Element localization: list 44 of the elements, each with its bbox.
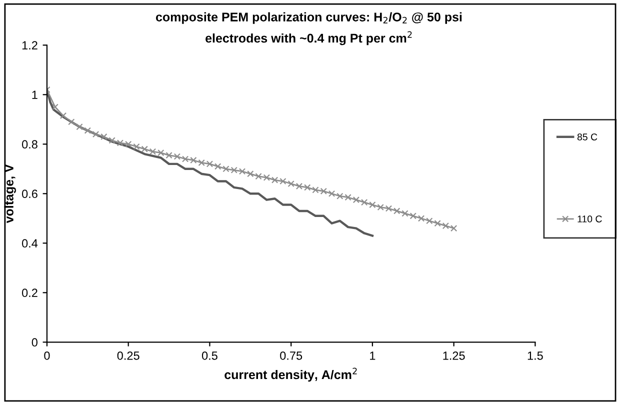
y-tick-label: 0 (32, 338, 38, 347)
point (288, 180, 294, 188)
x-tick-label: 0.75 (280, 351, 302, 360)
x-tick-label: 0 (44, 351, 50, 360)
legend-label: 85 C (577, 134, 598, 140)
y-tick-label: 1 (32, 90, 38, 99)
x-tick-label: 0.5 (202, 351, 218, 360)
point (442, 222, 450, 230)
y-tick-label: 0.2 (22, 288, 38, 298)
x-tick-label: 1.25 (443, 351, 465, 360)
point (68, 118, 75, 126)
point (141, 146, 148, 152)
point (410, 212, 416, 220)
x-tick-label: 0.25 (117, 351, 140, 360)
chart-subtitle: electrodes with ~0.4 mg Pt per cm$^{2}$ (206, 31, 412, 46)
point (60, 112, 67, 120)
y-tick-label: 1.2 (22, 41, 38, 50)
point (108, 137, 116, 144)
point (100, 133, 108, 140)
point (434, 220, 441, 227)
chart-title: composite PEM polarization curves: H$_{2}$/O$_{2}$ @ 50 psi (156, 12, 462, 24)
x-tick-label: 1.5 (528, 352, 543, 360)
point (360, 198, 368, 206)
point (450, 224, 458, 232)
point (426, 218, 433, 224)
point (369, 201, 376, 208)
point (214, 163, 222, 170)
point (133, 143, 140, 150)
point (247, 170, 254, 178)
y-tick-label: 0.6 (22, 190, 38, 198)
point (352, 196, 360, 204)
point (84, 127, 91, 134)
point (52, 104, 58, 110)
point (92, 130, 100, 138)
point (394, 208, 400, 214)
point (328, 190, 336, 197)
point (76, 123, 83, 130)
legend-label: 110 C (578, 216, 602, 222)
point (418, 215, 425, 222)
point (402, 210, 408, 217)
x-tick-label: 1 (370, 352, 376, 360)
x-axis-title: current density, A/cm$^{2}$ (224, 368, 357, 382)
y-tick-label: 0.4 (22, 239, 38, 248)
y-tick-label: 0.8 (22, 140, 38, 149)
